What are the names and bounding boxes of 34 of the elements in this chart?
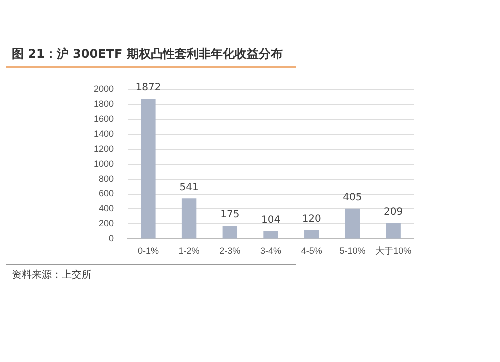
chart-title: 图 21：沪 300ETF 期权凸性套利非年化收益分布 xyxy=(12,46,283,63)
x-tick-label: 1-2% xyxy=(178,246,200,256)
data-label: 120 xyxy=(302,214,322,225)
y-tick-label: 400 xyxy=(98,204,114,214)
data-label: 405 xyxy=(343,192,362,204)
data-label: 541 xyxy=(180,182,199,194)
bar xyxy=(345,208,360,239)
bar xyxy=(264,231,278,239)
x-tick-label: 0-1% xyxy=(138,246,159,256)
y-tick-label: 200 xyxy=(98,218,114,229)
x-tick-label: 大于10% xyxy=(376,246,412,256)
bar xyxy=(304,230,320,239)
y-tick-label: 1400 xyxy=(94,128,114,139)
data-label: 1872 xyxy=(136,82,162,94)
x-tick-label: 3-4% xyxy=(260,246,282,256)
data-label: 175 xyxy=(220,210,240,221)
x-tick-label: 5-10% xyxy=(340,246,366,256)
y-tick-label: 1200 xyxy=(94,144,114,154)
y-tick-label: 0 xyxy=(109,234,114,244)
bar xyxy=(182,198,197,239)
data-label: 104 xyxy=(261,215,281,226)
y-tick-label: 1800 xyxy=(94,98,114,109)
y-tick-label: 1000 xyxy=(94,158,114,169)
x-tick-label: 2-3% xyxy=(220,246,241,256)
y-tick-label: 600 xyxy=(98,188,114,199)
data-label: 209 xyxy=(384,207,404,218)
bar xyxy=(141,98,156,239)
x-tick-label: 4-5% xyxy=(301,246,322,256)
y-tick-label: 800 xyxy=(98,174,114,184)
y-tick-label: 2000 xyxy=(94,84,114,94)
bar xyxy=(222,226,238,239)
y-tick-label: 1600 xyxy=(94,114,114,124)
text: 资料来源：上交所 xyxy=(12,268,92,282)
bar xyxy=(386,224,401,239)
